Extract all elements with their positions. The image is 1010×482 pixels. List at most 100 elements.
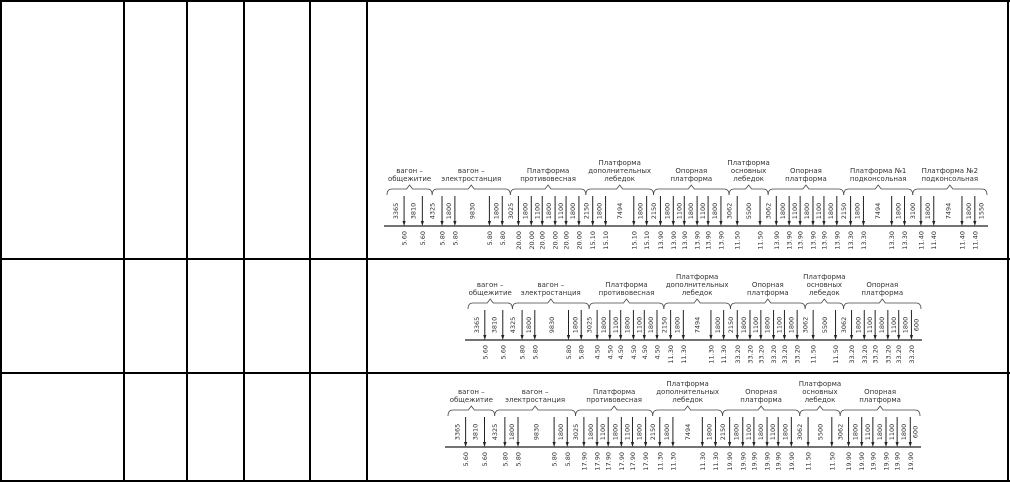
- load-value: 5.80: [439, 231, 447, 245]
- load-value: 13.90: [694, 231, 702, 250]
- group-label: Платформа №1 подконсольная: [850, 167, 907, 183]
- load-value: 11.30: [712, 452, 720, 471]
- load-value: 4.50: [617, 345, 625, 359]
- arrow-head: [487, 221, 491, 226]
- spacing-label: 3062: [765, 203, 773, 220]
- arrow-head: [566, 335, 571, 340]
- load-value: 5.60: [462, 452, 470, 466]
- arrow-head: [886, 335, 890, 340]
- spacing-label: 1100: [752, 317, 760, 334]
- spacing-label: 1800: [663, 203, 671, 220]
- arrow-head: [789, 442, 793, 447]
- arrow-head: [402, 221, 406, 226]
- arrow-head: [464, 442, 468, 447]
- load-value: 20.00: [539, 231, 547, 250]
- arrow-head: [835, 221, 839, 226]
- load-diagram: 3365 3810 4325 1800 9830 1800 3025 1800 1100 1800…: [384, 159, 988, 250]
- load-value: 13.90: [717, 231, 725, 250]
- spacing-label: 1100: [745, 424, 753, 441]
- load-value: 19.90: [907, 452, 915, 471]
- arrow-head: [591, 221, 595, 226]
- arrow-head: [776, 442, 780, 447]
- arrow-head: [501, 335, 505, 340]
- group-label: вагон – общежитие: [469, 281, 512, 297]
- spacing-label: 2150: [840, 203, 848, 220]
- load-value: 17.90: [580, 452, 588, 471]
- arrow-head: [595, 335, 599, 340]
- load-value: 4.50: [641, 345, 649, 359]
- spacing-label: 7494: [874, 203, 882, 220]
- arrow-head: [774, 221, 778, 226]
- spacing-label: 1100: [612, 317, 620, 334]
- spacing-label: 1800: [900, 424, 908, 441]
- spacing-label: 1800: [647, 317, 655, 334]
- spacing-label: 1800: [557, 424, 565, 441]
- spacing-label: 1100: [866, 317, 874, 334]
- arrow-head: [529, 221, 533, 226]
- load-value: 11.50: [805, 452, 813, 471]
- load-value: 19.90: [726, 452, 734, 471]
- spacing-label: 1800: [757, 424, 765, 441]
- group-label: вагон – электростанция: [441, 167, 501, 183]
- group-brace: [447, 405, 496, 417]
- group-brace: [799, 405, 841, 417]
- load-value: 13.90: [797, 231, 805, 250]
- arrow-head: [453, 221, 457, 226]
- load-value: 11.50: [757, 231, 765, 250]
- group-brace: [652, 405, 723, 417]
- spacing-label: 7494: [694, 317, 702, 334]
- spacing-label: 1800: [545, 203, 553, 220]
- spacing-label: 2150: [582, 203, 590, 220]
- spacing-label: 1800: [687, 203, 695, 220]
- spacing-label: 1800: [624, 317, 632, 334]
- group-label: Опорная платформа: [859, 388, 901, 404]
- spacing-label: 1800: [571, 317, 579, 334]
- group-brace: [912, 184, 988, 196]
- spacing-label: 1800: [673, 317, 681, 334]
- arrow-head: [735, 221, 739, 226]
- load-value: 11.40: [971, 231, 979, 250]
- arrow-head: [748, 335, 752, 340]
- group-label: Опорная платформа: [747, 281, 789, 297]
- load-value: 11.50: [832, 345, 840, 364]
- load-diagram: 3365 3810 4325 1800 9830 1800 3025 1800 1100 1800…: [465, 273, 922, 364]
- spacing-label: 3810: [490, 317, 498, 334]
- arrow-head: [619, 335, 623, 340]
- arrow-head: [579, 335, 583, 340]
- spacing-label: 1800: [878, 317, 886, 334]
- arrow-head: [846, 442, 851, 447]
- load-value: 19.90: [894, 452, 902, 471]
- spacing-label: 7494: [944, 203, 952, 220]
- group-label: вагон – общежитие: [388, 167, 431, 183]
- spacing-label: 1800: [764, 317, 772, 334]
- load-value: 33.20: [781, 345, 789, 364]
- arrow-head: [862, 335, 866, 340]
- load-value: 19.90: [869, 452, 877, 471]
- load-value: 13.30: [847, 231, 855, 250]
- group-brace: [653, 184, 730, 196]
- arrow-head: [577, 221, 581, 226]
- load-value: 13.90: [820, 231, 828, 250]
- load-value: 5.60: [499, 345, 507, 359]
- load-value: 4.50: [594, 345, 602, 359]
- load-value: 5.80: [451, 231, 459, 245]
- spacing-label: 1800: [827, 203, 835, 220]
- arrow-head: [908, 442, 912, 447]
- spacing-label: 1100: [675, 203, 683, 220]
- spacing-label: 2150: [649, 424, 657, 441]
- spacing-label: 3365: [473, 317, 481, 334]
- arrow-head: [700, 442, 704, 447]
- load-value: 11.40: [958, 231, 966, 250]
- arrow-head: [706, 221, 710, 226]
- load-value: 13.90: [786, 231, 794, 250]
- spacing-label: 1100: [775, 317, 783, 334]
- spacing-label: 1800: [611, 424, 619, 441]
- spacing-label: 1800: [733, 424, 741, 441]
- load-value: 15.10: [602, 231, 610, 250]
- arrow-head: [884, 442, 888, 447]
- load-value: 17.90: [605, 452, 613, 471]
- arrow-head: [658, 221, 663, 226]
- spacing-label: 1100: [864, 424, 872, 441]
- arrow-head: [871, 442, 875, 447]
